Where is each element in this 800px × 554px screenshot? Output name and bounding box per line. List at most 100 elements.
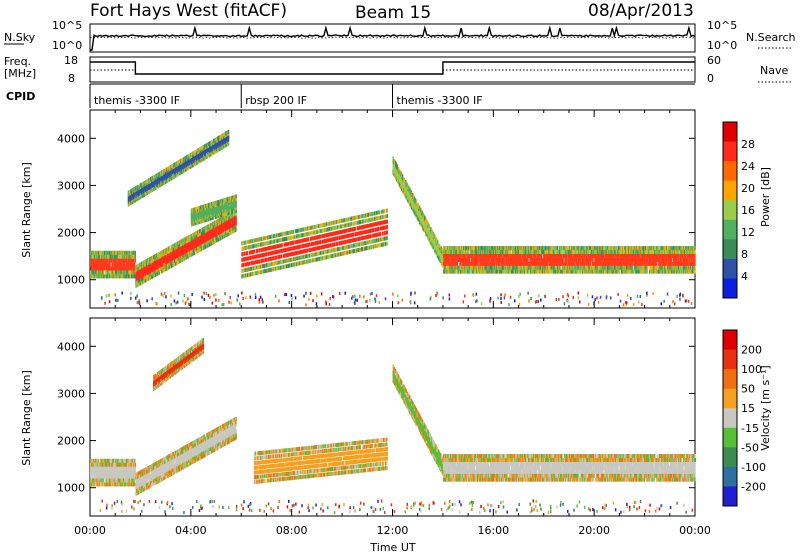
heatmap-cell xyxy=(119,270,121,275)
heatmap-cell xyxy=(340,246,343,251)
heatmap-cell xyxy=(113,270,116,275)
heatmap-cell xyxy=(90,254,92,259)
heatmap-cell xyxy=(144,265,147,270)
heatmap-cell xyxy=(128,262,130,267)
heatmap-cell xyxy=(244,251,246,256)
nave-tick-bottom: 0 xyxy=(707,72,714,85)
heatmap-cell xyxy=(186,245,188,250)
heatmap-cell xyxy=(217,218,220,223)
heatmap-cell xyxy=(221,203,223,208)
heatmap-cell xyxy=(113,274,116,279)
heatmap-cell xyxy=(106,250,108,255)
heatmap-cell xyxy=(373,228,375,233)
heatmap-cell xyxy=(217,224,220,229)
heatmap-cell xyxy=(372,211,374,216)
heatmap-cell xyxy=(122,262,124,267)
heatmap-cell xyxy=(228,208,230,213)
heatmap-cell xyxy=(257,248,259,253)
heatmap-cell xyxy=(149,177,151,182)
heatmap-cell xyxy=(217,199,220,204)
heatmap-cell xyxy=(192,221,194,226)
heatmap-cell xyxy=(195,247,197,252)
freq-label-1: Freq. xyxy=(4,55,31,68)
heatmap-cell xyxy=(386,230,389,235)
heatmap-cell xyxy=(178,259,180,264)
heatmap-cell xyxy=(313,252,315,257)
cpid-segment-label: themis -3300 IF xyxy=(397,94,483,107)
heatmap-cell xyxy=(226,209,228,214)
heatmap-cell xyxy=(157,255,159,260)
heatmap-cell xyxy=(233,209,235,214)
heatmap-cell xyxy=(213,208,215,213)
heatmap-cell xyxy=(182,257,184,262)
heatmap-cell xyxy=(349,244,351,249)
heatmap-cell xyxy=(129,250,131,255)
heatmap-cell xyxy=(217,214,220,219)
heatmap-cell xyxy=(308,253,310,258)
heatmap-cell xyxy=(384,209,386,214)
heatmap-cell xyxy=(127,266,130,271)
heatmap-cell xyxy=(136,195,138,200)
heatmap-cell xyxy=(170,261,172,266)
heatmap-cell xyxy=(190,233,193,238)
heatmap-cell xyxy=(95,258,97,263)
heatmap-cell xyxy=(234,221,237,226)
heatmap-cell xyxy=(101,266,103,271)
heatmap-cell xyxy=(197,230,199,235)
heatmap-cell xyxy=(246,251,249,256)
heatmap-cell xyxy=(101,258,103,263)
heatmap-cell xyxy=(201,216,203,221)
heatmap-cell xyxy=(186,239,188,244)
heatmap-cell xyxy=(223,234,225,239)
heatmap-cell xyxy=(205,208,207,213)
heatmap-cell xyxy=(211,206,213,211)
heatmap-cell xyxy=(195,221,197,226)
heatmap-cell xyxy=(153,273,155,278)
heatmap-cell xyxy=(150,262,152,267)
heatmap-cell xyxy=(171,260,174,265)
heatmap-cell xyxy=(130,258,132,263)
heatmap-cell xyxy=(211,208,213,213)
heatmap-cell xyxy=(345,239,347,244)
heatmap-cell xyxy=(209,216,211,221)
heatmap-cell xyxy=(168,259,170,264)
heatmap-cell xyxy=(314,224,316,229)
heatmap-cell xyxy=(219,199,222,204)
heatmap-cell xyxy=(168,246,170,251)
heatmap-cell xyxy=(92,250,94,255)
heatmap-cell xyxy=(222,228,224,233)
heatmap-cell xyxy=(104,266,106,271)
heatmap-cell xyxy=(90,266,92,271)
heatmap-cell xyxy=(117,254,119,259)
heatmap-cell xyxy=(203,245,205,250)
heatmap-cell xyxy=(168,252,170,257)
heatmap-cell xyxy=(232,213,234,218)
heatmap-cell xyxy=(222,212,224,217)
heatmap-cell xyxy=(322,228,324,233)
heatmap-cell xyxy=(188,238,191,242)
heatmap-cell xyxy=(204,213,206,218)
heatmap-cell xyxy=(307,231,309,236)
heatmap-cell xyxy=(132,188,134,192)
heatmap-cell xyxy=(173,246,175,251)
heatmap-cell xyxy=(157,252,159,257)
heatmap-cell xyxy=(353,232,355,237)
heatmap-cell xyxy=(195,213,198,218)
heatmap-cell xyxy=(209,223,211,228)
heatmap-cell xyxy=(334,242,336,247)
heatmap-cell xyxy=(275,261,277,266)
heatmap-cell xyxy=(159,254,161,259)
heatmap-cell xyxy=(197,249,199,254)
heatmap-cell xyxy=(201,246,203,251)
heatmap-cell xyxy=(233,213,235,218)
heatmap-cell xyxy=(275,255,278,260)
heatmap-cell xyxy=(117,270,119,275)
heatmap-cell xyxy=(136,276,138,281)
heatmap-cell xyxy=(165,266,167,271)
heatmap-cell xyxy=(155,272,157,277)
heatmap-cell xyxy=(165,254,167,259)
heatmap-cell xyxy=(109,254,111,259)
heatmap-cell xyxy=(292,240,295,245)
heatmap-cell xyxy=(222,219,224,224)
heatmap-cell xyxy=(378,210,380,215)
